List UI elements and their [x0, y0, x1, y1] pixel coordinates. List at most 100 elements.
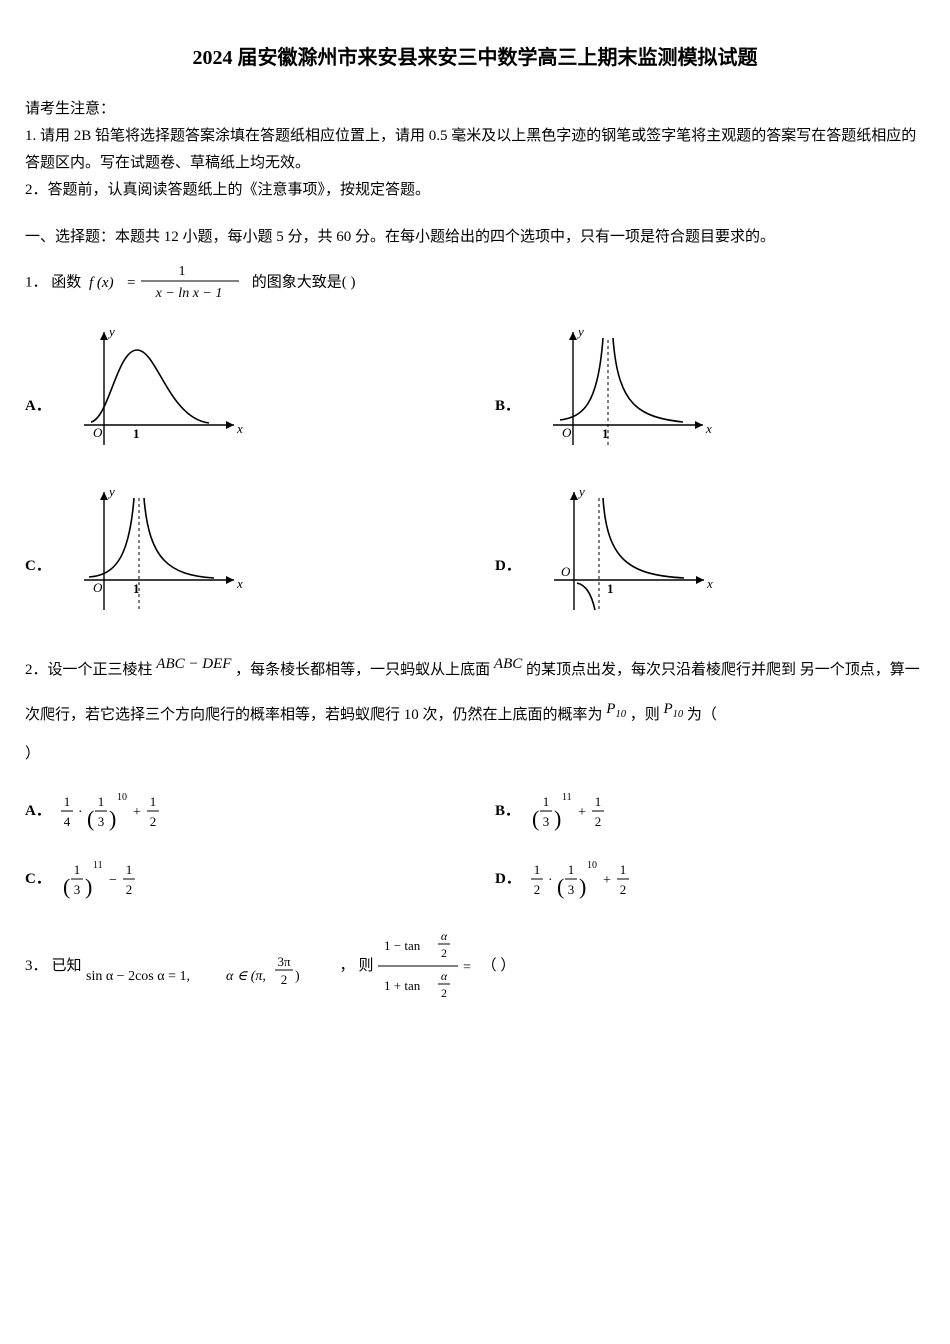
- svg-text:α: α: [440, 969, 447, 983]
- svg-text:=: =: [463, 960, 471, 975]
- svg-text:O: O: [562, 425, 572, 440]
- q2-options: A． 1 4 · ( 1 3 ) 10 + 1 2 B． ( 1 3 ) 11 …: [25, 788, 925, 902]
- q1-option-a-label: A．: [25, 393, 51, 420]
- q2-option-b: B． ( 1 3 ) 11 + 1 2: [495, 788, 925, 834]
- svg-text:α ∈ (π,: α ∈ (π,: [226, 969, 266, 984]
- q2-t6: 为（: [687, 707, 717, 723]
- q1-graph-a: O x y 1: [59, 320, 249, 460]
- question-3: 3． 已知 sin α − 2cos α = 1, α ∈ (π, 3π 2 )…: [25, 926, 925, 1006]
- q2-option-d: D． 1 2 · ( 1 3 ) 10 + 1 2: [495, 856, 925, 902]
- q1-options: A． O x y 1 B． O x y 1: [25, 320, 925, 620]
- svg-text:2: 2: [441, 946, 447, 960]
- instructions-line-2: 2．答题前，认真阅读答题纸上的《注意事项》，按规定答题。: [25, 177, 925, 204]
- svg-text:x: x: [706, 576, 713, 591]
- q1-graph-c: O x y 1: [59, 480, 249, 620]
- instructions-line-1: 1. 请用 2B 铅笔将选择题答案涂填在答题纸相应位置上，请用 0.5 毫米及以…: [25, 123, 925, 177]
- svg-text:1: 1: [620, 862, 627, 877]
- svg-text:3: 3: [98, 814, 105, 829]
- q2-option-d-label: D．: [495, 866, 521, 893]
- svg-text:1: 1: [150, 794, 157, 809]
- q2-option-a-label: A．: [25, 798, 51, 825]
- q1-option-b: B． O x y 1: [495, 320, 925, 460]
- svg-text:sin α − 2cos α = 1,: sin α − 2cos α = 1,: [86, 969, 190, 984]
- question-1: 1． 函数 f (x) = 1 x − ln x − 1 的图象大致是( ): [25, 261, 925, 305]
- svg-text:(: (: [63, 874, 70, 899]
- q2-p10b: P10: [663, 701, 683, 717]
- svg-text:3: 3: [543, 814, 550, 829]
- q2-p10a: P10: [606, 701, 626, 717]
- q1-formula: f (x) = 1 x − ln x − 1: [89, 261, 244, 305]
- svg-text:2: 2: [441, 986, 447, 1000]
- svg-text:x: x: [705, 421, 712, 436]
- q1-formula-eq: =: [127, 275, 135, 291]
- q2-option-b-label: B．: [495, 798, 520, 825]
- svg-text:y: y: [107, 324, 115, 339]
- svg-text:2: 2: [534, 882, 541, 897]
- svg-text:x: x: [236, 421, 243, 436]
- q1-graph-d: O x y 1: [529, 480, 719, 620]
- svg-text:1: 1: [98, 794, 105, 809]
- svg-text:): ): [579, 874, 586, 899]
- q2-number: 2．: [25, 662, 48, 678]
- q2-t7: ）: [25, 735, 925, 774]
- q1-formula-lhs: f (x): [89, 275, 114, 291]
- svg-text:2: 2: [595, 814, 602, 829]
- q2-option-a: A． 1 4 · ( 1 3 ) 10 + 1 2: [25, 788, 455, 834]
- question-2: 2．设一个正三棱柱 ABC − DEF ，每条棱长都相等，一只蚂蚁从上底面 AB…: [25, 645, 925, 774]
- svg-text:11: 11: [93, 860, 103, 871]
- svg-text:): ): [554, 806, 561, 831]
- svg-text:(: (: [87, 806, 94, 831]
- svg-text:1: 1: [64, 794, 71, 809]
- svg-text:+: +: [133, 805, 141, 820]
- q2-t3: 的某顶点出发，每次只沿着棱爬行并爬到: [526, 662, 796, 678]
- q1-option-c-label: C．: [25, 553, 51, 580]
- q3-fraction: 1 − tan α 2 1 + tan α 2 =: [378, 926, 478, 1006]
- svg-text:): ): [85, 874, 92, 899]
- svg-text:(: (: [557, 874, 564, 899]
- instructions-heading: 请考生注意：: [25, 96, 925, 123]
- svg-text:): ): [295, 969, 300, 984]
- svg-text:1 + tan: 1 + tan: [384, 978, 421, 993]
- svg-text:O: O: [93, 580, 103, 595]
- svg-text:10: 10: [117, 792, 127, 803]
- svg-text:3π: 3π: [277, 954, 291, 969]
- svg-text:3: 3: [568, 882, 575, 897]
- svg-text:1: 1: [607, 581, 614, 596]
- q1-option-a: A． O x y 1: [25, 320, 455, 460]
- svg-text:·: ·: [78, 805, 83, 820]
- svg-text:2: 2: [620, 882, 627, 897]
- svg-text:y: y: [577, 484, 585, 499]
- svg-text:1: 1: [595, 794, 602, 809]
- q2-option-c-label: C．: [25, 866, 51, 893]
- q1-formula-den: x − ln x − 1: [155, 286, 223, 301]
- svg-text:O: O: [561, 564, 571, 579]
- svg-text:2: 2: [280, 972, 287, 987]
- svg-text:2: 2: [126, 882, 133, 897]
- svg-text:1: 1: [534, 862, 541, 877]
- q3-comma: ，: [340, 953, 355, 980]
- svg-text:10: 10: [587, 860, 597, 871]
- q1-option-d-label: D．: [495, 553, 521, 580]
- svg-text:−: −: [109, 873, 117, 888]
- svg-text:(: (: [532, 806, 539, 831]
- q1-prefix: 函数: [51, 274, 81, 290]
- q3-prefix: 已知: [52, 953, 82, 980]
- q1-option-b-label: B．: [495, 393, 520, 420]
- q1-suffix: 的图象大致是( ): [252, 274, 356, 290]
- svg-text:α: α: [440, 929, 447, 943]
- q2-face: ABC: [494, 656, 522, 672]
- svg-text:11: 11: [562, 792, 572, 803]
- svg-text:O: O: [93, 425, 103, 440]
- q1-formula-num: 1: [179, 264, 186, 279]
- q2-t1: 设一个正三棱柱: [48, 662, 153, 678]
- q3-then: 则: [359, 953, 374, 980]
- q3-number: 3．: [25, 953, 48, 980]
- q2-t5: ，则: [630, 707, 660, 723]
- svg-text:1: 1: [74, 862, 81, 877]
- svg-text:1: 1: [133, 426, 140, 441]
- q1-option-c: C． O x y 1: [25, 480, 455, 620]
- svg-text:x: x: [236, 576, 243, 591]
- svg-text:y: y: [107, 484, 115, 499]
- svg-text:·: ·: [548, 873, 553, 888]
- q1-number: 1．: [25, 274, 48, 290]
